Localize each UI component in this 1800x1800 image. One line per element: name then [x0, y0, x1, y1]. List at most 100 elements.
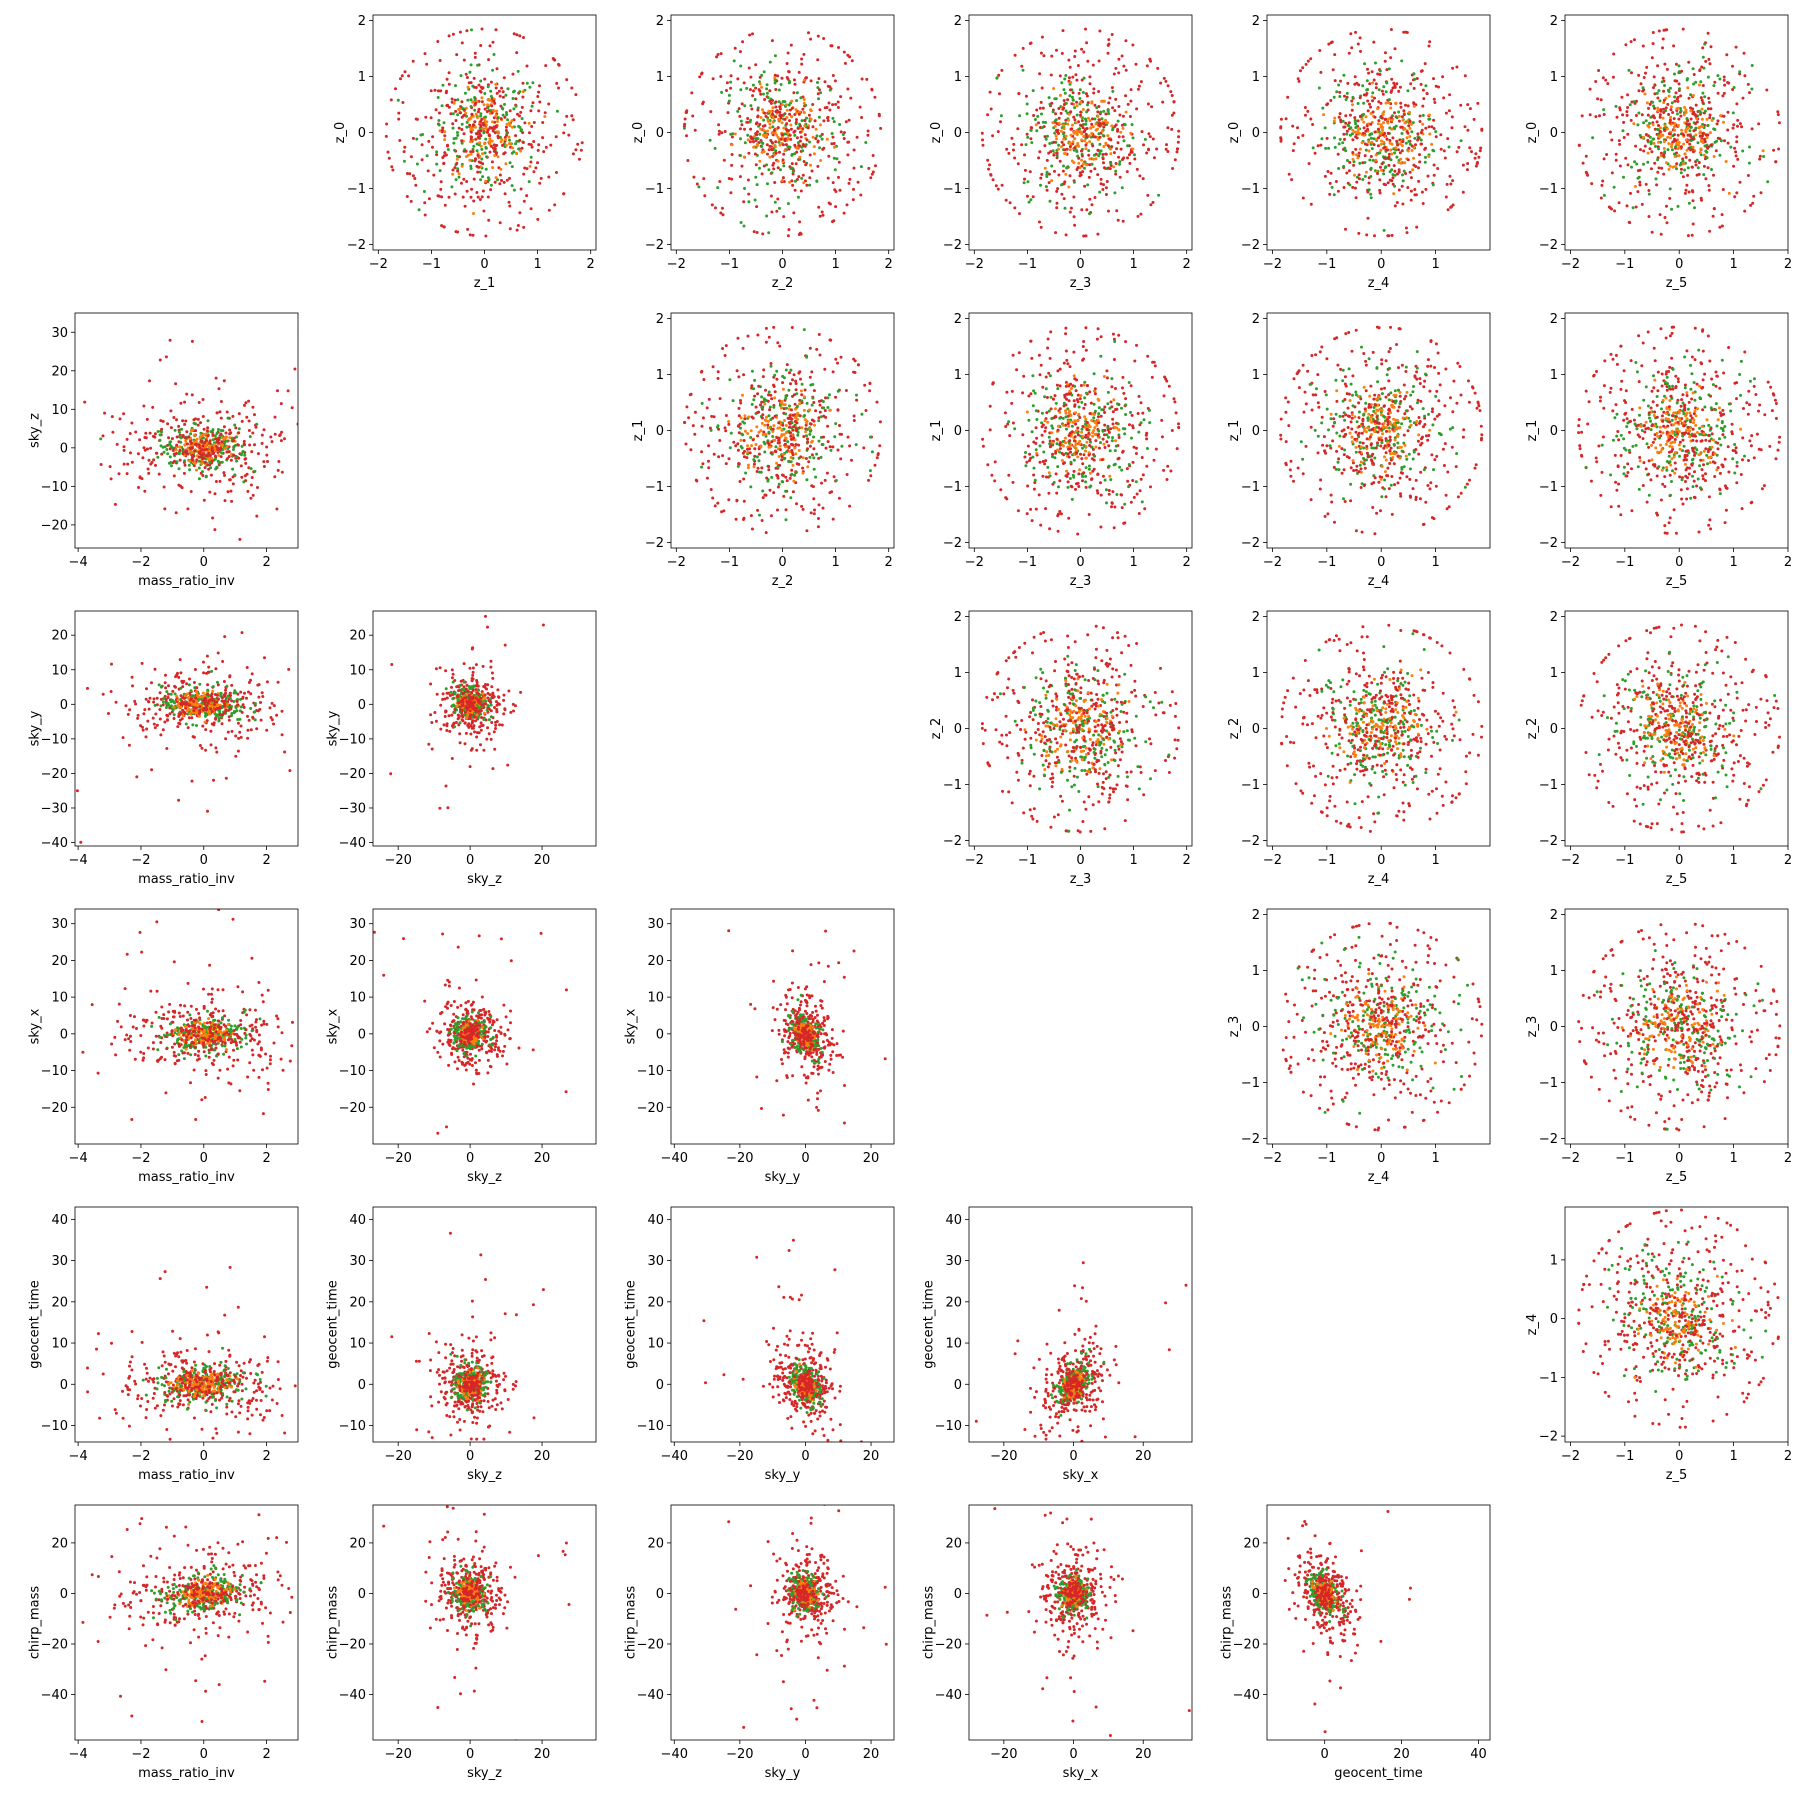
- scatter-point: [852, 370, 856, 374]
- scatter-point: [1672, 44, 1676, 48]
- scatter-point: [1690, 137, 1694, 141]
- scatter-point: [774, 450, 778, 454]
- scatter-point: [464, 72, 468, 76]
- scatter-point: [1738, 180, 1742, 184]
- scatter-point: [1114, 172, 1118, 176]
- scatter-point: [465, 180, 469, 183]
- scatter-point: [1050, 179, 1054, 183]
- scatter-point: [1082, 50, 1086, 54]
- scatter-point: [1064, 172, 1068, 176]
- scatter-point: [771, 430, 775, 433]
- scatter-point: [1736, 118, 1740, 122]
- scatter-point: [454, 178, 458, 182]
- scatter-point: [1174, 411, 1178, 415]
- scatter-point: [705, 406, 709, 410]
- scatter-point: [819, 415, 823, 419]
- scatter-point: [1364, 148, 1368, 152]
- scatter-point: [242, 480, 246, 484]
- scatter-point: [760, 73, 764, 77]
- scatter-point: [1638, 180, 1642, 184]
- y-tick-label: −2: [347, 238, 366, 253]
- scatter-point: [817, 419, 821, 423]
- scatter-point: [784, 406, 788, 410]
- scatter-point: [761, 108, 764, 112]
- scatter-point: [795, 99, 799, 103]
- scatter-point: [1063, 77, 1067, 81]
- scatter-point: [808, 375, 812, 379]
- scatter-point: [705, 476, 709, 480]
- scatter-point: [750, 107, 754, 111]
- scatter-point: [471, 233, 475, 237]
- scatter-point: [784, 394, 788, 398]
- scatter-point: [466, 85, 470, 89]
- scatter-point: [1085, 135, 1089, 139]
- scatter-point: [759, 127, 763, 131]
- scatter-point: [868, 382, 872, 385]
- scatter-point: [1058, 93, 1062, 97]
- scatter-point: [542, 150, 546, 154]
- scatter-point: [1731, 111, 1735, 115]
- x-axis-label: mass_ratio_inv: [138, 574, 235, 589]
- scatter-point: [784, 412, 788, 416]
- scatter-point: [775, 473, 779, 477]
- scatter-point: [1117, 333, 1121, 337]
- scatter-point: [1601, 179, 1605, 183]
- scatter-point: [1050, 164, 1054, 168]
- scatter-point: [1408, 119, 1412, 123]
- scatter-point: [779, 168, 782, 172]
- scatter-point: [853, 359, 857, 363]
- scatter-point: [1591, 136, 1595, 140]
- scatter-point: [1028, 170, 1032, 174]
- scatter-point: [814, 475, 818, 479]
- scatter-point: [1097, 446, 1101, 450]
- scatter-point: [1704, 59, 1708, 63]
- scatter-point: [148, 431, 152, 435]
- scatter-point: [1052, 140, 1056, 144]
- scatter-point: [825, 106, 829, 109]
- scatter-point: [1073, 49, 1077, 53]
- scatter-point: [1355, 136, 1359, 140]
- scatter-point: [505, 131, 509, 135]
- y-tick-label: 0: [1252, 126, 1260, 141]
- scatter-point: [1368, 82, 1372, 86]
- scatter-point: [1114, 169, 1118, 173]
- scatter-point: [1173, 158, 1177, 162]
- scatter-point: [527, 180, 531, 184]
- scatter-point: [870, 172, 874, 176]
- scatter-point: [194, 440, 198, 444]
- scatter-point: [794, 162, 798, 166]
- scatter-point: [1401, 118, 1405, 122]
- scatter-point: [1067, 58, 1071, 62]
- scatter-point: [765, 87, 769, 91]
- scatter-point: [527, 121, 531, 125]
- scatter-point: [1096, 327, 1100, 331]
- scatter-point: [877, 114, 881, 118]
- scatter-point: [1338, 95, 1342, 98]
- scatter-point: [784, 489, 788, 493]
- y-tick-label: −2: [645, 238, 664, 253]
- scatter-point: [1319, 70, 1323, 74]
- scatter-point: [1390, 118, 1394, 122]
- scatter-point: [780, 458, 784, 462]
- scatter-point: [1082, 76, 1086, 80]
- scatter-point: [834, 395, 838, 399]
- scatter-point: [758, 166, 761, 170]
- scatter-point: [1437, 85, 1440, 89]
- scatter-point: [1708, 116, 1712, 120]
- scatter-point: [469, 63, 473, 67]
- scatter-point: [783, 419, 786, 422]
- x-tick-label: 2: [587, 257, 595, 272]
- scatter-point: [1421, 113, 1425, 117]
- scatter-point: [206, 419, 210, 423]
- scatter-point: [570, 114, 574, 118]
- scatter-point: [541, 136, 545, 140]
- scatter-point: [218, 479, 222, 483]
- scatter-point: [738, 480, 742, 483]
- y-tick-label: −10: [41, 480, 68, 495]
- scatter-point: [762, 118, 766, 122]
- scatter-point: [1380, 139, 1383, 143]
- scatter-point: [830, 44, 834, 48]
- scatter-point: [1024, 143, 1028, 147]
- scatter-point: [189, 490, 193, 493]
- scatter-point: [1354, 153, 1358, 157]
